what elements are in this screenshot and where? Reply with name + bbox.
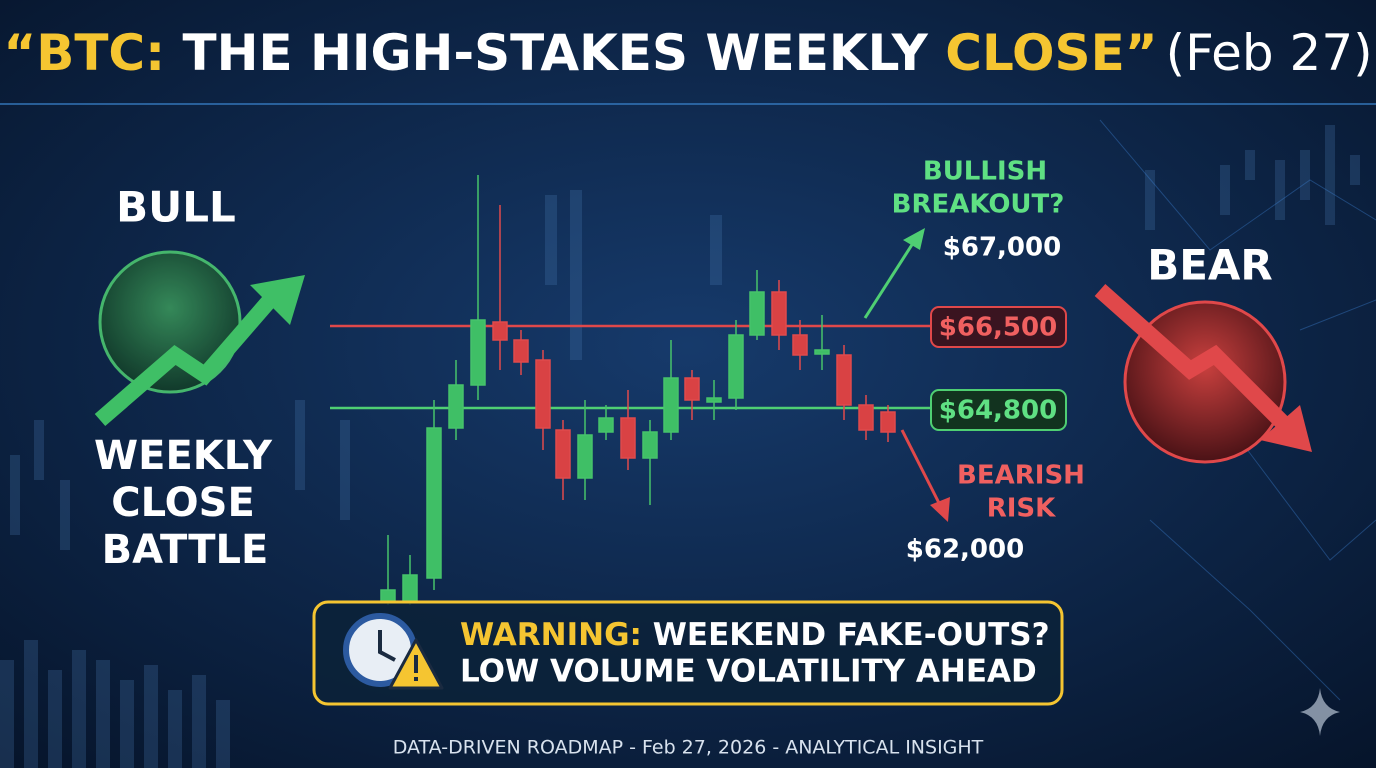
candle (771, 291, 787, 336)
support-badge (930, 389, 1067, 431)
candle (577, 434, 593, 479)
bull-icon (98, 250, 242, 394)
candle (555, 429, 571, 479)
bearish-target: $62,000 (906, 535, 1024, 565)
candle (749, 291, 765, 336)
candle (880, 411, 896, 433)
candles (380, 175, 896, 605)
bullish-label: BREAKOUT? (892, 190, 1065, 220)
bearish-label: BEARISH (957, 461, 1085, 491)
candle (470, 319, 486, 386)
candle (836, 354, 852, 406)
title-part: (Feb 27) (1166, 24, 1373, 82)
bg-candles (0, 125, 1360, 768)
candle (598, 417, 614, 433)
bear-trend (1094, 284, 1296, 436)
bull-caption: WEEKLY (94, 433, 273, 479)
bull-arrow-head (903, 228, 925, 250)
network (1099, 119, 1376, 701)
candle (814, 349, 830, 355)
bear-label: BEAR (1147, 241, 1273, 290)
warning-line: LOW VOLUME VOLATILITY AHEAD (460, 654, 1037, 690)
candle (642, 431, 658, 459)
candle (663, 377, 679, 433)
candle (513, 339, 529, 363)
bearish-label: RISK (987, 494, 1056, 524)
candle (706, 397, 722, 403)
candle (402, 574, 418, 603)
candle (728, 334, 744, 399)
bull-trend-head (250, 275, 305, 325)
warning-line: WARNING: WEEKEND FAKE-OUTS? (460, 617, 1050, 653)
title-part: “BTC: (3, 24, 165, 82)
warning-dot (414, 677, 418, 681)
bear-arrow-head (930, 497, 950, 522)
warning-text: WEEKEND FAKE-OUTS? (642, 617, 1050, 653)
warning-mark (414, 655, 418, 673)
candle (380, 589, 396, 603)
warning-box (312, 600, 1064, 706)
title-part: CLOSE” (945, 24, 1157, 82)
candle (858, 404, 874, 431)
candle (684, 377, 700, 401)
candle (535, 359, 551, 429)
resistance-label: $66,500 (939, 313, 1057, 343)
bullish-label: BULLISH (923, 157, 1047, 187)
bull-label: BULL (116, 183, 236, 232)
bull-caption: BATTLE (102, 527, 269, 573)
candle (426, 427, 442, 579)
sparkle (1300, 688, 1340, 736)
bear-arrow (900, 429, 942, 506)
support-label: $64,800 (939, 396, 1057, 426)
bear-trend-head (1260, 405, 1312, 452)
bull-trend (94, 294, 277, 427)
candle (620, 417, 636, 459)
title: “BTC: THE HIGH-STAKES WEEKLY CLOSE” (Feb … (3, 24, 1372, 82)
candle (492, 321, 508, 341)
bull-arrow (863, 239, 917, 319)
resistance-badge (930, 306, 1067, 348)
bullish-target: $67,000 (943, 233, 1061, 263)
candle (448, 384, 464, 429)
title-part: THE HIGH-STAKES WEEKLY (165, 24, 945, 82)
clock-hands (378, 630, 396, 662)
footer: DATA-DRIVEN ROADMAP - Feb 27, 2026 - ANA… (393, 737, 984, 759)
bull-caption: CLOSE (111, 480, 255, 526)
warning-lead: WARNING: (460, 617, 642, 653)
candle (792, 334, 808, 356)
